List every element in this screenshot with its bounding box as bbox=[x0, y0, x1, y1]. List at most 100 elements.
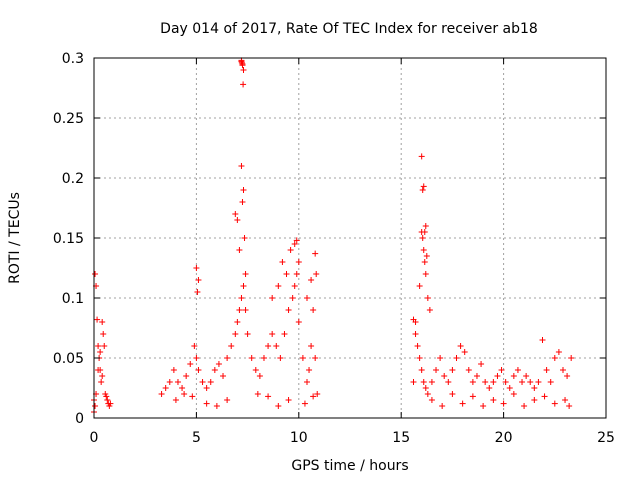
data-point bbox=[285, 397, 292, 403]
data-point bbox=[424, 295, 431, 301]
data-point bbox=[234, 217, 241, 223]
data-point bbox=[422, 223, 429, 229]
data-point bbox=[97, 349, 104, 355]
data-point bbox=[500, 400, 507, 407]
data-point bbox=[473, 373, 480, 379]
data-point bbox=[191, 343, 198, 349]
data-point bbox=[170, 367, 177, 373]
data-point bbox=[265, 343, 272, 349]
data-point bbox=[193, 355, 200, 361]
data-point bbox=[238, 163, 245, 169]
data-point bbox=[195, 367, 202, 373]
data-point bbox=[568, 355, 575, 361]
data-point bbox=[203, 385, 210, 391]
y-tick-label: 0.1 bbox=[62, 291, 84, 307]
y-tick-label: 0.3 bbox=[62, 51, 84, 67]
data-point bbox=[426, 307, 433, 313]
data-point bbox=[555, 349, 562, 355]
data-point bbox=[566, 403, 573, 409]
data-point bbox=[314, 391, 321, 397]
data-point bbox=[228, 343, 235, 349]
data-point bbox=[269, 295, 276, 301]
data-point bbox=[414, 343, 421, 349]
data-point bbox=[535, 379, 542, 385]
data-point bbox=[310, 393, 317, 400]
data-point bbox=[236, 247, 243, 253]
data-point bbox=[158, 391, 165, 397]
data-point bbox=[551, 400, 558, 407]
data-point bbox=[238, 295, 245, 301]
data-point bbox=[410, 379, 417, 385]
data-point bbox=[239, 61, 246, 67]
data-point bbox=[449, 391, 456, 397]
data-point bbox=[410, 316, 417, 323]
data-point bbox=[421, 259, 428, 265]
data-point bbox=[103, 393, 110, 400]
data-point bbox=[420, 183, 427, 190]
data-point bbox=[195, 277, 202, 283]
data-point bbox=[293, 237, 300, 244]
data-point bbox=[308, 343, 315, 349]
data-point bbox=[303, 379, 310, 385]
data-point bbox=[419, 235, 426, 241]
data-point bbox=[510, 391, 517, 397]
data-point bbox=[562, 397, 569, 403]
data-point bbox=[551, 355, 558, 361]
data-point bbox=[490, 397, 497, 403]
data-point bbox=[224, 397, 231, 403]
data-point bbox=[418, 153, 425, 160]
data-point bbox=[502, 379, 509, 385]
data-point bbox=[179, 385, 186, 391]
data-point bbox=[279, 259, 286, 265]
data-point bbox=[193, 265, 200, 271]
chart-title: Day 014 of 2017, Rate Of TEC Index for r… bbox=[160, 21, 538, 37]
data-point bbox=[95, 367, 102, 373]
data-point bbox=[469, 379, 476, 385]
data-point bbox=[215, 361, 222, 367]
data-point bbox=[239, 199, 246, 205]
grid-lines bbox=[94, 58, 606, 418]
data-point bbox=[232, 331, 239, 337]
data-point bbox=[240, 187, 247, 193]
data-point bbox=[234, 319, 241, 325]
data-point bbox=[433, 367, 440, 373]
data-point bbox=[564, 373, 571, 379]
data-point bbox=[92, 403, 99, 409]
y-tick-label: 0.25 bbox=[53, 111, 84, 127]
data-point bbox=[277, 355, 284, 361]
data-point bbox=[254, 391, 261, 397]
data-point bbox=[94, 316, 101, 323]
data-point bbox=[299, 355, 306, 361]
data-point bbox=[313, 271, 320, 277]
data-point bbox=[162, 385, 169, 391]
x-tick-label: 15 bbox=[392, 430, 410, 446]
plot-frame bbox=[93, 57, 607, 419]
data-point bbox=[437, 355, 444, 361]
data-point bbox=[98, 379, 105, 385]
data-point bbox=[424, 391, 431, 397]
data-point bbox=[166, 379, 173, 385]
data-point bbox=[252, 367, 259, 373]
data-point bbox=[439, 403, 446, 409]
data-point bbox=[423, 253, 430, 259]
x-tick-label: 25 bbox=[597, 430, 615, 446]
data-point bbox=[523, 373, 530, 379]
data-point bbox=[242, 271, 249, 277]
data-point bbox=[289, 295, 296, 301]
data-point bbox=[172, 397, 179, 403]
data-point bbox=[469, 393, 476, 400]
data-point bbox=[543, 367, 550, 373]
data-point bbox=[303, 295, 310, 301]
data-point bbox=[181, 391, 188, 397]
data-point bbox=[242, 307, 249, 313]
data-point bbox=[232, 211, 239, 217]
data-point bbox=[420, 379, 427, 385]
data-point bbox=[541, 393, 548, 400]
data-point bbox=[486, 385, 493, 391]
data-point bbox=[531, 385, 538, 391]
data-point bbox=[187, 361, 194, 367]
data-point bbox=[419, 187, 426, 193]
data-point bbox=[421, 229, 428, 235]
data-point bbox=[269, 331, 276, 337]
